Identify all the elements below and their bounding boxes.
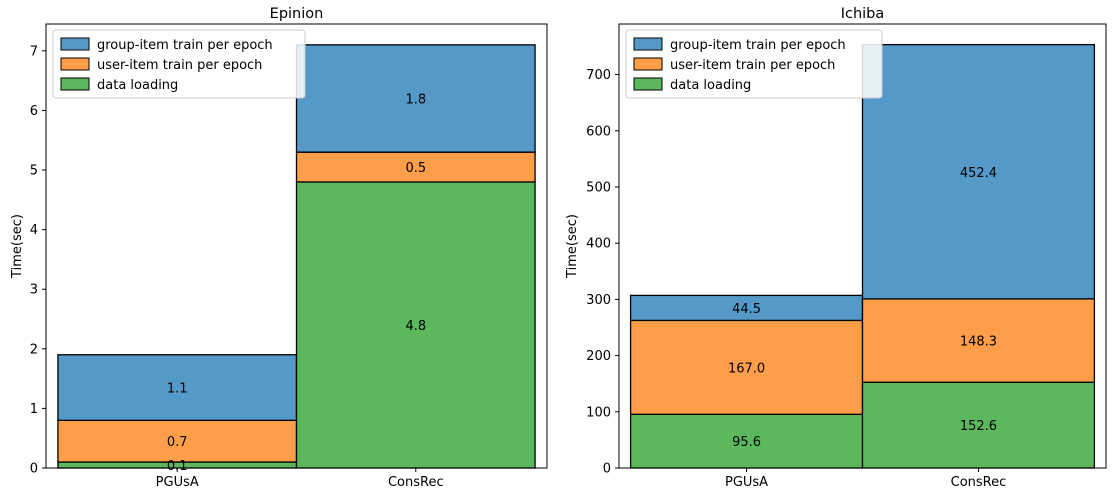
data-label: 0.7 <box>167 435 188 450</box>
legend-label: user-item train per epoch <box>97 58 262 73</box>
y-tick-label: 400 <box>586 237 611 252</box>
y-axis-label: Time(sec) <box>10 214 25 279</box>
data-label: 148.3 <box>960 335 997 350</box>
data-label: 452.4 <box>960 166 997 181</box>
y-tick-label: 300 <box>586 293 611 308</box>
y-tick-label: 200 <box>586 349 611 364</box>
data-label: 44.5 <box>732 302 761 317</box>
legend-swatch <box>633 77 663 91</box>
y-tick-label: 500 <box>586 180 611 195</box>
legend-swatch <box>60 77 90 91</box>
y-tick-label: 0 <box>30 462 38 477</box>
y-tick-label: 5 <box>30 164 38 179</box>
data-label: 1.8 <box>405 92 426 107</box>
legend-label: group-item train per epoch <box>670 38 846 53</box>
bar-segment-consrec-user-item-train-per-epoch <box>861 298 1096 383</box>
legend-swatch <box>60 37 90 51</box>
bar-segment-consrec-data-loading <box>295 181 536 469</box>
data-label: 0.5 <box>405 161 426 176</box>
bar-segment-pgusa-group-item-train-per-epoch <box>629 294 864 322</box>
x-tick-label: PGUsA <box>725 475 768 490</box>
chart-title: Ichiba <box>841 6 885 22</box>
y-tick-label: 1 <box>30 402 38 417</box>
legend-label: data loading <box>670 78 751 93</box>
y-tick-label: 6 <box>30 104 38 119</box>
data-label: 95.6 <box>732 435 761 450</box>
bar-segment-consrec-group-item-train-per-epoch <box>295 44 536 153</box>
x-tick-label: PGUsA <box>156 475 199 490</box>
chart-title: Epinion <box>270 6 324 22</box>
data-label: 1.1 <box>167 382 188 397</box>
y-tick-label: 100 <box>586 405 611 420</box>
legend-swatch <box>60 57 90 71</box>
data-label: 167.0 <box>728 361 765 376</box>
bar-segment-pgusa-user-item-train-per-epoch <box>629 319 864 415</box>
legend-label: data loading <box>97 78 178 93</box>
x-tick-label: ConsRec <box>388 475 444 490</box>
data-label: 0.1 <box>167 459 188 474</box>
y-tick-label: 4 <box>30 223 38 238</box>
bar-segment-pgusa-group-item-train-per-epoch <box>57 354 298 421</box>
bar-segment-pgusa-data-loading <box>629 413 864 469</box>
x-tick-label: ConsRec <box>951 475 1007 490</box>
legend-box <box>52 29 306 99</box>
y-tick-label: 2 <box>30 342 38 357</box>
legend-label: user-item train per epoch <box>670 58 835 73</box>
plot-frame <box>45 23 548 469</box>
data-label: 152.6 <box>960 419 997 434</box>
y-tick-label: 7 <box>30 44 38 59</box>
legend-swatch <box>633 37 663 51</box>
y-tick-label: 600 <box>586 124 611 139</box>
y-tick-label: 3 <box>30 283 38 298</box>
y-axis-label: Time(sec) <box>565 214 580 279</box>
legend-label: group-item train per epoch <box>97 38 273 53</box>
data-label: 4.8 <box>405 319 426 334</box>
y-tick-label: 700 <box>586 68 611 83</box>
bar-segment-consrec-group-item-train-per-epoch <box>861 43 1096 300</box>
bar-segment-consrec-user-item-train-per-epoch <box>295 151 536 183</box>
plot-frame <box>618 23 1107 469</box>
y-tick-label: 0 <box>603 462 611 477</box>
legend-box <box>625 29 883 99</box>
legend-swatch <box>633 57 663 71</box>
